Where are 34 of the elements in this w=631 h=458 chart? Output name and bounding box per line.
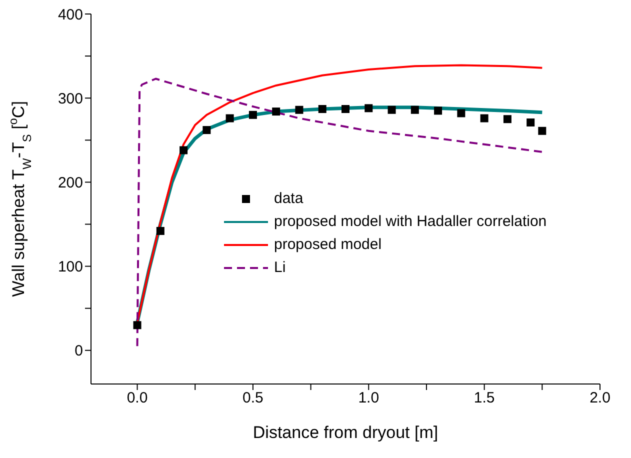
point	[133, 321, 142, 330]
point	[202, 126, 211, 134]
point	[364, 104, 373, 112]
legend-label: Li	[274, 259, 286, 276]
point	[410, 106, 419, 114]
x-tick-label: 1.0	[358, 390, 380, 407]
legend-label: proposed model	[274, 236, 382, 253]
point	[180, 146, 188, 154]
y-tick-label: 100	[58, 258, 83, 276]
point	[248, 110, 257, 119]
x-tick-label: 0.0	[126, 390, 148, 407]
y-tick-label: 300	[58, 90, 83, 108]
legend-label: proposed model with Hadaller correlation	[274, 213, 547, 230]
point	[457, 109, 466, 118]
point	[226, 114, 234, 122]
point	[434, 106, 442, 115]
point	[295, 106, 304, 114]
y-tick-label: 400	[58, 6, 83, 24]
point	[342, 105, 350, 114]
x-axis-title: Distance from dryout [m]	[252, 423, 438, 442]
point	[503, 115, 512, 124]
point	[156, 226, 164, 235]
x-tick-label: 0.5	[242, 390, 264, 407]
point	[388, 106, 396, 114]
legend-label: data	[274, 190, 304, 207]
y-tick-label: 0	[74, 342, 83, 360]
point	[526, 118, 535, 126]
point	[272, 108, 280, 116]
point	[538, 126, 546, 135]
x-tick-label: 2.0	[590, 390, 610, 407]
x-tick-label: 1.5	[474, 390, 495, 407]
y-tick-label: 200	[58, 174, 83, 192]
point	[480, 114, 488, 122]
point	[318, 105, 326, 114]
